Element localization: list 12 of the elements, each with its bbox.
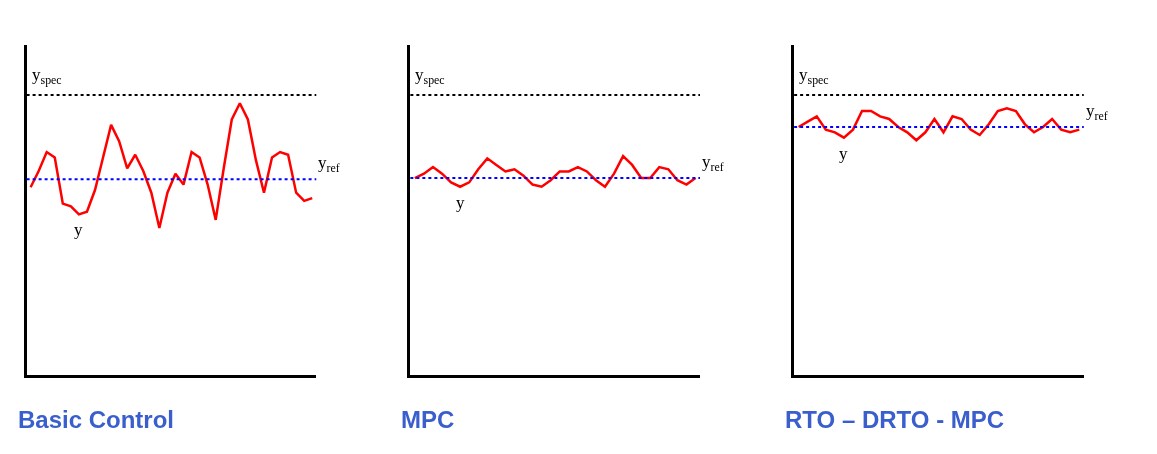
ref-line-label: y$_{spec}$ xyxy=(32,65,62,87)
annotation: y xyxy=(456,193,465,212)
ref-line-label: y$_{ref}$ xyxy=(318,153,340,175)
annotation: y xyxy=(839,144,848,163)
ref-line-label: y$_{spec}$ xyxy=(799,65,829,87)
text: MPC xyxy=(401,406,455,433)
ref-line-label: y$_{ref}$ xyxy=(1086,101,1108,123)
ref-line-label: y$_{ref}$ xyxy=(702,152,724,174)
text: Basic Control xyxy=(18,406,175,433)
annotation: y xyxy=(74,220,83,239)
ref-line-label: y$_{spec}$ xyxy=(415,65,445,87)
text: RTO – DRTO - MPC xyxy=(785,406,1005,433)
